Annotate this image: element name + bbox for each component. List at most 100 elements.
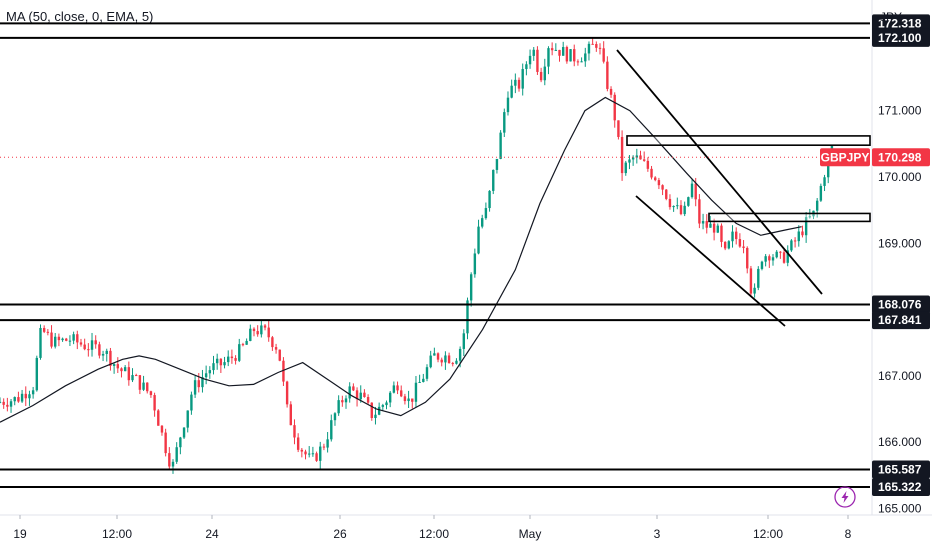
candle-body	[377, 406, 381, 415]
current-price-tag-label: 170.298	[878, 150, 922, 164]
candle-body	[646, 160, 650, 169]
candle-body	[819, 185, 823, 201]
candle-body	[451, 363, 454, 365]
candle-body	[319, 446, 322, 461]
candle-body	[698, 199, 701, 224]
candle-body	[561, 47, 565, 56]
candle-body	[779, 251, 782, 253]
candle-body	[790, 240, 793, 251]
candle-body	[749, 268, 753, 294]
candle-body	[808, 216, 812, 218]
candle-body	[204, 373, 208, 378]
candle-body	[83, 344, 86, 350]
price-axis: 171.000 170.000 169.000 167.000 166.000 165.0…	[878, 104, 922, 516]
x-tick-label: May	[519, 527, 542, 541]
candle-body	[20, 393, 24, 402]
candle-body	[746, 247, 749, 269]
candle-body	[528, 55, 532, 65]
candle-body	[532, 49, 535, 56]
candle-body	[499, 132, 502, 159]
candle-body	[694, 183, 697, 200]
candle-body	[716, 225, 719, 233]
candle-body	[613, 94, 616, 121]
candle-body	[252, 328, 256, 332]
candle-body	[337, 400, 340, 414]
candle-body	[709, 223, 712, 228]
candle-body	[76, 334, 79, 343]
candle-body	[24, 393, 27, 399]
level-tag-label: 172.318	[878, 16, 922, 30]
candle-body	[105, 350, 108, 354]
x-tick-label: 12:00	[102, 527, 132, 541]
candle-body	[642, 159, 646, 161]
candle-body	[827, 156, 830, 178]
candle-body	[65, 338, 68, 341]
candle-body	[723, 241, 727, 249]
candle-body	[123, 367, 127, 372]
y-tick-label: 169.000	[878, 236, 922, 250]
candle-body	[771, 257, 775, 261]
candle-body	[260, 325, 263, 335]
candle-body	[131, 375, 134, 381]
candle-body	[690, 183, 694, 198]
candle-body	[278, 349, 281, 361]
candle-body	[543, 66, 546, 81]
candle-body	[447, 355, 451, 364]
candle-body	[440, 359, 443, 363]
candle-body	[212, 363, 215, 371]
y-tick-label: 165.000	[878, 501, 922, 515]
candle-body	[201, 377, 204, 388]
candle-body	[672, 206, 675, 208]
candle-body	[296, 437, 300, 450]
candle-body	[797, 231, 800, 242]
candle-body	[190, 394, 193, 411]
candle-body	[712, 223, 716, 233]
candle-body	[98, 344, 101, 356]
candle-body	[580, 61, 583, 63]
level-tag-label: 172.100	[878, 31, 922, 45]
candle-body	[344, 398, 348, 403]
lightning-icon[interactable]	[834, 486, 856, 508]
grid	[0, 0, 932, 516]
candle-body	[554, 49, 558, 51]
zone-rect	[708, 212, 871, 223]
candle-body	[458, 348, 462, 361]
level-tag	[872, 460, 930, 479]
candle-body	[823, 177, 826, 186]
candle-body	[153, 395, 156, 411]
candle-body	[120, 368, 123, 372]
candle-body	[230, 356, 234, 359]
candle-body	[665, 189, 668, 199]
x-tick-label: 12:00	[753, 527, 783, 541]
y-tick-label: 171.000	[878, 104, 922, 118]
candle-body	[35, 357, 39, 391]
candle-body	[138, 375, 142, 390]
candle-body	[127, 367, 131, 381]
candle-body	[396, 385, 399, 391]
candle-body	[359, 392, 362, 400]
level-tag	[872, 28, 930, 47]
candle-body	[473, 253, 477, 275]
level-tag	[872, 478, 930, 497]
candle-body	[753, 287, 756, 294]
candle-body	[238, 344, 241, 361]
candle-body	[308, 453, 311, 455]
candle-body	[407, 398, 410, 402]
y-tick-label: 167.000	[878, 369, 922, 383]
candle-body	[705, 221, 708, 228]
candle-body	[514, 79, 517, 86]
candle-body	[263, 325, 267, 328]
drawings	[0, 22, 871, 489]
candle-body	[352, 386, 355, 391]
candle-body	[112, 364, 116, 366]
candle-body	[348, 386, 351, 399]
candle-body	[245, 340, 248, 345]
candle-body	[687, 197, 690, 206]
candle-body	[657, 180, 661, 186]
candle-body	[506, 97, 510, 113]
candle-body	[720, 225, 723, 242]
moving-average	[0, 96, 802, 423]
candle-body	[598, 47, 602, 49]
